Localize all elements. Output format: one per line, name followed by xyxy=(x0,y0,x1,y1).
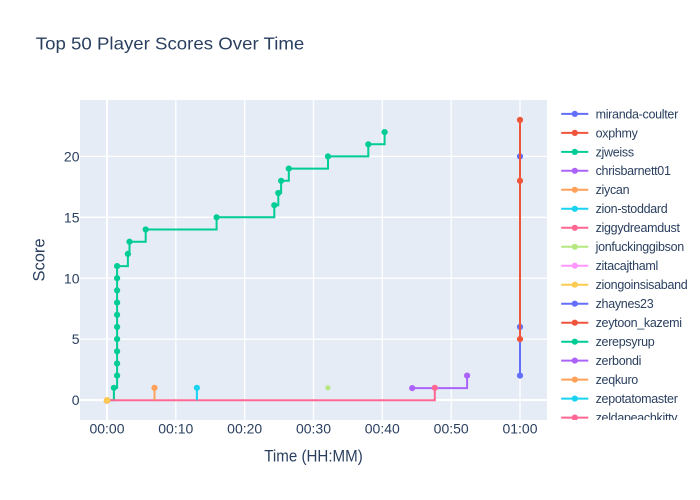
svg-text:Time (HH:MM): Time (HH:MM) xyxy=(264,448,363,466)
svg-text:jonfuckinggibson: jonfuckinggibson xyxy=(595,240,685,254)
svg-text:zerbondi: zerbondi xyxy=(596,354,642,368)
svg-text:zhaynes23: zhaynes23 xyxy=(596,297,654,311)
svg-text:00:10: 00:10 xyxy=(158,420,193,436)
svg-text:zitacajthaml: zitacajthaml xyxy=(596,259,658,273)
svg-text:0: 0 xyxy=(72,392,80,408)
svg-text:oxphmy: oxphmy xyxy=(596,126,639,140)
svg-text:00:40: 00:40 xyxy=(365,420,400,436)
svg-text:zerepsyrup: zerepsyrup xyxy=(596,335,655,349)
svg-text:zion-stoddard: zion-stoddard xyxy=(596,202,668,216)
svg-text:00:30: 00:30 xyxy=(296,420,331,436)
svg-text:miranda-coulter: miranda-coulter xyxy=(596,107,678,121)
svg-text:20: 20 xyxy=(64,149,80,165)
svg-text:10: 10 xyxy=(64,270,80,286)
svg-text:Score: Score xyxy=(30,238,48,281)
svg-text:zepotatomaster: zepotatomaster xyxy=(596,392,678,406)
svg-text:chrisbarnett01: chrisbarnett01 xyxy=(596,164,671,178)
svg-text:5: 5 xyxy=(72,331,80,347)
svg-text:00:50: 00:50 xyxy=(434,420,469,436)
svg-text:ziggydreamdust: ziggydreamdust xyxy=(596,221,681,235)
svg-text:Top 50 Player Scores Over Time: Top 50 Player Scores Over Time xyxy=(36,34,305,54)
svg-text:00:00: 00:00 xyxy=(89,420,124,436)
svg-text:00:20: 00:20 xyxy=(227,420,262,436)
svg-text:zjweiss: zjweiss xyxy=(596,145,634,159)
svg-text:zeldapeachkitty: zeldapeachkitty xyxy=(596,411,679,425)
svg-text:01:00: 01:00 xyxy=(502,420,537,436)
svg-text:ziongoinsisaband: ziongoinsisaband xyxy=(596,278,688,292)
svg-text:ziycan: ziycan xyxy=(596,183,630,197)
svg-text:15: 15 xyxy=(64,209,80,225)
svg-text:zeqkuro: zeqkuro xyxy=(596,373,639,387)
svg-text:zeytoon_kazemi: zeytoon_kazemi xyxy=(596,316,682,330)
